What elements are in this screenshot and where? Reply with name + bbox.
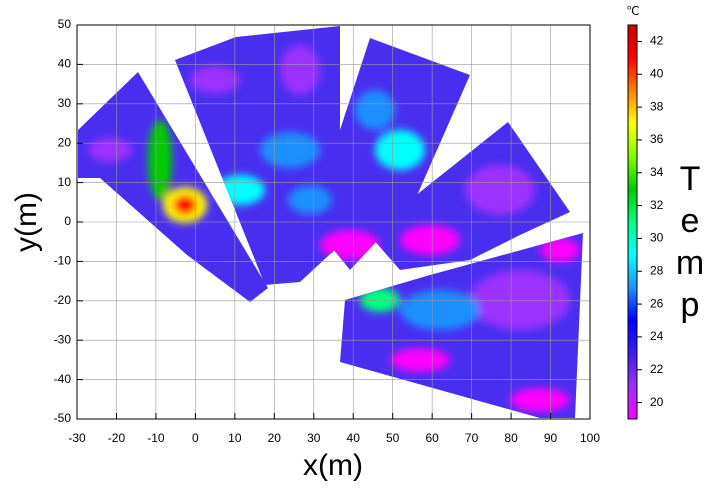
colorbar-tick-label: 34: [650, 165, 664, 179]
y-tick-label: 0: [64, 214, 71, 228]
x-tick-label: 70: [465, 431, 479, 445]
y-axis-title: y(m): [10, 192, 43, 252]
x-tick-label: 20: [268, 431, 282, 445]
colorbar: [627, 24, 638, 420]
y-tick-label: 40: [58, 57, 72, 71]
y-tick-label: 20: [58, 135, 72, 149]
colorbar-tick-label: 22: [650, 362, 664, 376]
colorbar-tick-label: 20: [650, 395, 664, 409]
y-tick-label: 10: [58, 175, 72, 189]
y-tick-label: 30: [58, 96, 72, 110]
y-tick-label: -10: [54, 254, 72, 268]
colorbar-tick-label: 30: [650, 231, 664, 245]
x-tick-label: -30: [68, 431, 86, 445]
x-tick-label: -20: [108, 431, 126, 445]
y-tick-label: -50: [54, 411, 72, 425]
colorbar-tick-label: 38: [650, 99, 664, 113]
x-tick-label: 90: [544, 431, 558, 445]
colorbar-tick-label: 28: [650, 263, 664, 277]
x-tick-label: 50: [386, 431, 400, 445]
x-tick-label: 60: [425, 431, 439, 445]
y-tick-label: 50: [58, 17, 72, 31]
y-tick-label: -30: [54, 332, 72, 346]
x-tick-label: 30: [307, 431, 321, 445]
x-tick-label: 0: [192, 431, 199, 445]
colorbar-tick-label: 40: [650, 66, 664, 80]
x-tick-label: 80: [504, 431, 518, 445]
y-tick-label: -40: [54, 372, 72, 386]
x-tick-label: 40: [347, 431, 361, 445]
x-tick-label: 100: [580, 431, 600, 445]
x-axis-title: x(m): [303, 449, 363, 482]
colorbar-tick-label: 32: [650, 198, 664, 212]
colorbar-tick-label: 26: [650, 296, 664, 310]
x-tick-label: -10: [147, 431, 165, 445]
colorbar-title: Temp: [671, 160, 709, 328]
y-tick-label: -20: [54, 293, 72, 307]
x-tick-label: 10: [228, 431, 242, 445]
colorbar-tick-label: 36: [650, 132, 664, 146]
colorbar-tick-label: 24: [650, 329, 664, 343]
heatmap-field: [78, 26, 583, 418]
colorbar-tick-label: 42: [650, 34, 664, 48]
colorbar-unit: ℃: [626, 4, 639, 18]
